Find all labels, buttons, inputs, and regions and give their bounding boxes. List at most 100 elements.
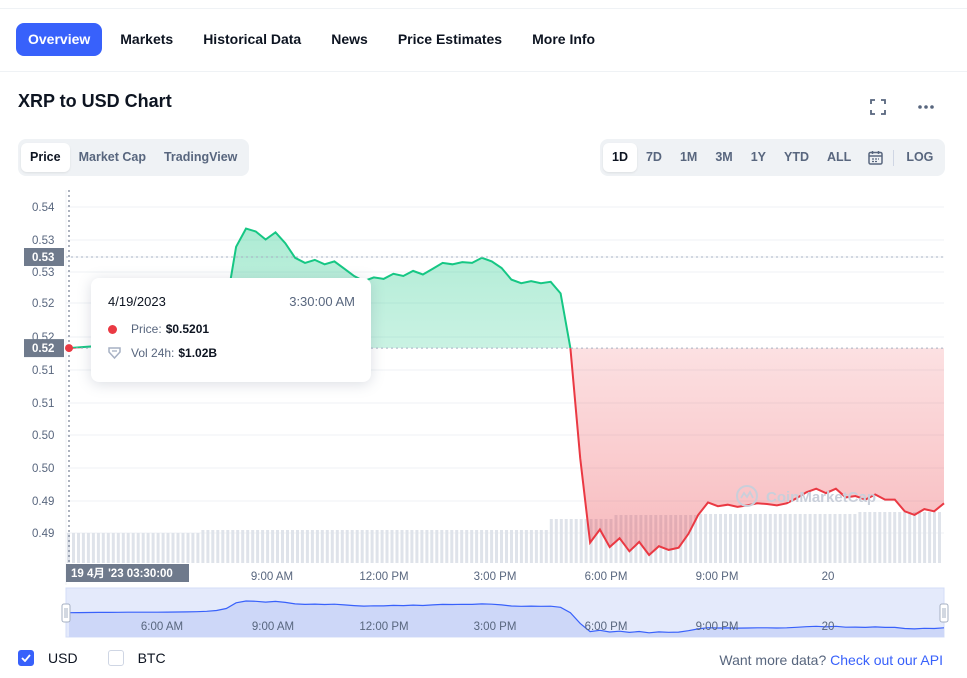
volume-bar [788, 514, 792, 563]
y-tick-label: 0.49 [32, 496, 54, 508]
tab-more-info[interactable]: More Info [532, 31, 596, 47]
range-1y[interactable]: 1Y [750, 150, 767, 164]
api-link[interactable]: Check out our API [830, 652, 943, 668]
y-tick-label: 0.52 [32, 298, 54, 310]
volume-bar [296, 530, 299, 563]
range-7d[interactable]: 7D [645, 150, 662, 164]
section-tabs: Overview Markets Historical Data News Pr… [16, 23, 613, 56]
cursor-time-label: 19 4月 '23 03:30:00 [71, 567, 173, 580]
volume-bar [724, 514, 727, 563]
fullscreen-icon[interactable] [867, 96, 889, 118]
volume-bar [415, 530, 419, 563]
volume-bar [704, 514, 708, 563]
calendar-icon[interactable] [860, 143, 890, 172]
volume-bar [579, 519, 583, 563]
volume-bar [584, 519, 588, 563]
volume-bar [828, 514, 832, 563]
volume-bar [330, 530, 334, 563]
metric-price[interactable]: Price [21, 143, 70, 172]
y-tick-label: 0.51 [32, 365, 54, 377]
metric-market-cap[interactable]: Market Cap [78, 150, 146, 164]
volume-bar [375, 530, 379, 563]
navigator-handle[interactable] [939, 603, 949, 623]
watermark-text: CoinMarketCap [766, 489, 876, 506]
volume-bar [310, 530, 314, 563]
x-tick-label: 20 [822, 571, 835, 583]
tab-price-estimates[interactable]: Price Estimates [397, 31, 503, 47]
volume-bar [77, 533, 80, 563]
volume-bar [888, 512, 892, 563]
volume-bar [72, 533, 75, 563]
y-tick-label: 0.54 [32, 202, 55, 214]
volume-bar [808, 514, 812, 563]
volume-bar [231, 530, 235, 563]
tab-markets[interactable]: Markets [120, 31, 174, 47]
navigator-tick-label: 6:00 PM [585, 621, 628, 633]
volume-bar [186, 533, 190, 563]
volume-bar [818, 514, 822, 563]
volume-bar [913, 512, 917, 563]
tab-news[interactable]: News [331, 31, 368, 47]
volume-bar [325, 530, 329, 563]
tab-overview[interactable]: Overview [16, 23, 103, 56]
volume-bar [793, 514, 797, 563]
volume-bar [773, 514, 777, 563]
volume-bar [91, 533, 95, 563]
volume-bar [714, 514, 717, 563]
navigator-handle[interactable] [61, 603, 71, 623]
volume-bar [803, 514, 807, 563]
volume-bar [455, 530, 459, 563]
volume-bar [823, 514, 827, 563]
volume-bar [161, 533, 165, 563]
range-ytd[interactable]: YTD [784, 150, 810, 164]
volume-bar [390, 530, 394, 563]
usd-checkbox[interactable] [18, 650, 34, 666]
volume-bar [425, 530, 429, 563]
volume-bar [445, 530, 449, 563]
range-1m[interactable]: 1M [679, 150, 698, 164]
more-dots-icon[interactable] [915, 96, 937, 118]
volume-bar [783, 514, 787, 563]
volume-bar [524, 530, 528, 563]
volume-bar [510, 530, 513, 563]
volume-bar [335, 530, 339, 563]
tooltip-vol-row: Vol 24h: $1.02B [108, 346, 217, 360]
volume-bar [206, 530, 210, 563]
volume-bar [350, 530, 354, 563]
volume-bar [893, 512, 897, 563]
volume-bar [370, 530, 374, 563]
volume-bar [738, 514, 742, 563]
range-1d[interactable]: 1D [603, 143, 637, 172]
volume-bar [106, 533, 110, 563]
volume-bar [156, 533, 160, 563]
y-tick-label: 0.51 [32, 398, 54, 410]
metric-tradingview[interactable]: TradingView [163, 150, 238, 164]
volume-bar [938, 512, 941, 563]
navigator-tick-label: 9:00 AM [252, 621, 294, 633]
volume-bar [858, 512, 862, 563]
tooltip-price-label: Price: [131, 322, 162, 336]
range-3m[interactable]: 3M [715, 150, 733, 164]
volume-bar [246, 530, 250, 563]
volume-bar [251, 530, 255, 563]
btc-checkbox[interactable] [107, 650, 124, 666]
range-switcher: 1D 7D 1M 3M 1Y YTD ALL LOG [600, 139, 946, 176]
volume-bar [300, 530, 304, 563]
range-navigator[interactable]: 6:00 AM 9:00 AM 12:00 PM 3:00 PM 6:00 PM 9:00… [61, 587, 949, 638]
volume-bar [101, 533, 105, 563]
volume-bar [470, 530, 474, 563]
volume-bar [758, 514, 762, 563]
volume-bar [211, 530, 215, 563]
tab-historical-data[interactable]: Historical Data [203, 31, 302, 47]
volume-bar [320, 530, 324, 563]
x-tick-label: 6:00 PM [585, 571, 628, 583]
volume-bar [111, 533, 115, 563]
range-all[interactable]: ALL [827, 150, 852, 164]
volume-bar [480, 530, 484, 563]
range-divider [893, 149, 895, 166]
volume-bar [151, 533, 155, 563]
log-toggle[interactable]: LOG [906, 150, 934, 164]
volume-bar [67, 533, 70, 563]
price-chart[interactable]: 0.54 0.53 0.53 0.53 0.52 0.52 0.51 0.51 0.50 0.50… [0, 185, 967, 645]
volume-bar [843, 514, 847, 563]
